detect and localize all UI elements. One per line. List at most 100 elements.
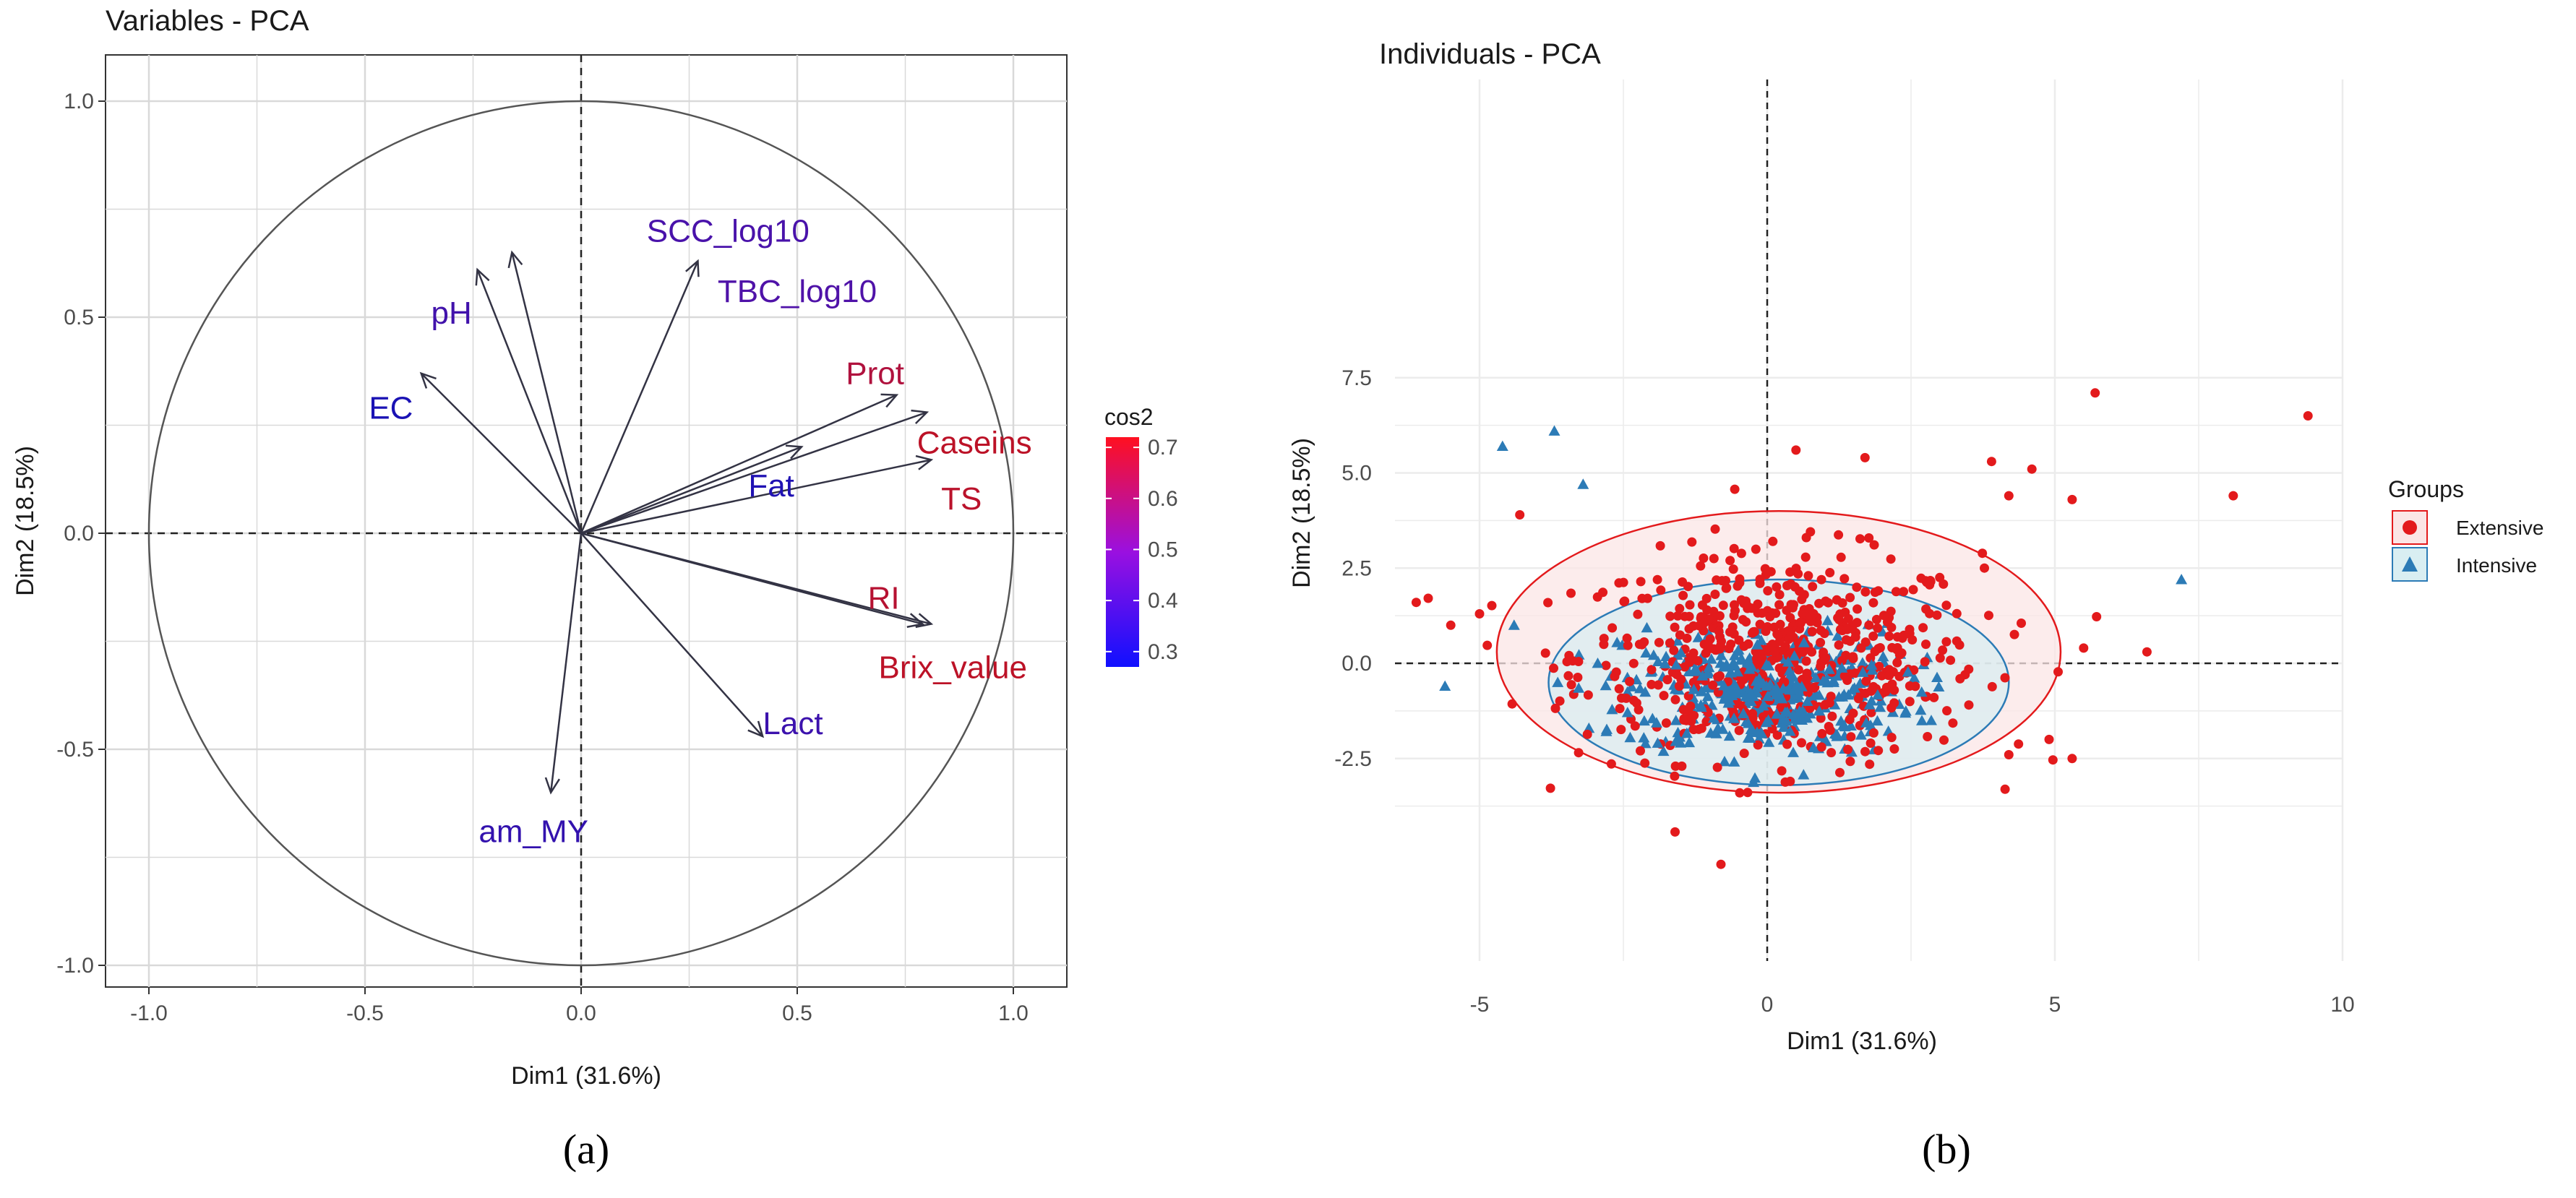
point-extensive	[1774, 600, 1785, 610]
arrow-pH	[476, 269, 583, 534]
point-intensive	[1798, 769, 1810, 780]
point-extensive	[1623, 640, 1633, 650]
groups-legend-title: Groups	[2388, 476, 2464, 502]
point-extensive	[1918, 623, 1928, 633]
arrow-Prot	[580, 394, 898, 535]
point-intensive	[1899, 707, 1912, 718]
point-extensive	[1920, 657, 1930, 667]
label-pH: pH	[431, 296, 471, 331]
point-extensive	[1855, 534, 1865, 544]
point-intensive	[1717, 723, 1729, 734]
chart-b-x-ticks: -5 0 5 10	[1470, 993, 2355, 1017]
arrowhead-Caseins	[911, 409, 929, 425]
point-intensive	[1652, 655, 1664, 666]
point-intensive	[1771, 708, 1783, 719]
point-extensive	[1582, 729, 1592, 739]
point-extensive	[1804, 604, 1814, 613]
point-intensive	[1784, 725, 1796, 736]
point-extensive	[1699, 618, 1709, 628]
point-intensive	[1855, 729, 1867, 740]
point-intensive	[1801, 695, 1813, 706]
point-intensive	[1573, 682, 1585, 693]
x-tick-label: 10	[2330, 993, 2354, 1017]
label-EC: EC	[369, 391, 413, 426]
point-extensive	[1679, 714, 1689, 724]
point-intensive	[1726, 689, 1738, 700]
point-extensive	[1573, 748, 1584, 758]
point-extensive	[1987, 681, 1997, 691]
point-extensive	[1633, 609, 1643, 619]
point-extensive	[1640, 758, 1650, 768]
point-intensive	[1657, 745, 1670, 757]
point-intensive	[1838, 689, 1850, 699]
point-intensive	[1746, 660, 1758, 671]
point-extensive	[1423, 593, 1433, 603]
point-extensive	[1826, 748, 1837, 758]
point-extensive	[1736, 548, 1746, 559]
point-extensive	[1710, 524, 1720, 534]
chart-a-title: Variables - PCA	[106, 5, 309, 37]
point-extensive	[1743, 788, 1753, 798]
arrowhead-TS	[915, 454, 934, 470]
point-extensive	[1884, 671, 1894, 681]
cos2-tick-label: 0.7	[1148, 436, 1178, 460]
point-extensive	[1808, 582, 1818, 592]
label-Prot: Prot	[846, 356, 904, 392]
point-extensive	[1487, 600, 1497, 611]
point-intensive	[1782, 656, 1794, 667]
point-extensive	[1775, 619, 1785, 629]
y-tick-label: 5.0	[1341, 462, 1372, 486]
point-extensive	[1793, 569, 1803, 579]
point-extensive	[2303, 411, 2313, 421]
point-intensive	[1749, 772, 1761, 783]
point-extensive	[1566, 680, 1576, 690]
point-intensive	[1647, 649, 1660, 660]
cos2-legend-title: cos2	[1104, 404, 1154, 430]
point-extensive	[1712, 762, 1722, 772]
arrowhead-am_MY	[544, 777, 560, 795]
point-extensive	[1868, 632, 1879, 641]
point-extensive	[1889, 685, 1899, 695]
point-extensive	[1751, 544, 1761, 554]
arrow-Fat	[580, 446, 802, 535]
chart-a-x-axis-label: Dim1 (31.6%)	[511, 1062, 661, 1090]
legend-intensive-marker	[2402, 556, 2418, 572]
arrowhead-Fat	[785, 444, 804, 460]
point-extensive	[1655, 540, 1665, 551]
point-extensive	[1824, 722, 1834, 731]
point-extensive	[1803, 571, 1813, 581]
point-extensive	[1935, 572, 1945, 582]
point-extensive	[1721, 576, 1730, 585]
point-intensive	[1746, 725, 1759, 736]
point-extensive	[1942, 706, 1952, 716]
point-intensive	[1821, 614, 1834, 626]
point-extensive	[1984, 611, 1993, 621]
chart-b-x-axis-label: Dim1 (31.6%)	[1787, 1027, 1937, 1055]
point-extensive	[1735, 788, 1745, 798]
arrowhead-TBC_log10	[685, 259, 700, 277]
point-extensive	[1886, 554, 1896, 564]
y-tick-label: 0.0	[64, 522, 94, 546]
point-extensive	[1816, 713, 1826, 723]
point-extensive	[1714, 626, 1724, 637]
point-intensive	[1738, 707, 1749, 719]
chart-b-y-ticks: -2.5 0.0 2.5 5.0 7.5	[1334, 366, 1372, 771]
point-extensive	[1738, 615, 1748, 625]
point-extensive	[1816, 637, 1826, 647]
point-extensive	[2044, 734, 2054, 744]
point-extensive	[1675, 630, 1685, 640]
point-intensive	[1761, 658, 1773, 670]
point-extensive	[1879, 611, 1889, 621]
point-intensive	[1866, 659, 1878, 670]
point-extensive	[1805, 703, 1815, 713]
y-tick-label: 2.5	[1341, 556, 1372, 580]
point-extensive	[1614, 684, 1624, 694]
arrowhead-EC	[419, 371, 437, 389]
label-Brix_value: Brix_value	[879, 650, 1027, 685]
caption-b: (b)	[1922, 1126, 1971, 1173]
point-extensive	[1768, 536, 1778, 546]
point-intensive	[1723, 730, 1735, 741]
chart-a-variable-labels: SCC_log10 pH TBC_log10 EC Prot Caseins Fat TS RI…	[369, 213, 1031, 849]
point-extensive	[1647, 665, 1657, 675]
